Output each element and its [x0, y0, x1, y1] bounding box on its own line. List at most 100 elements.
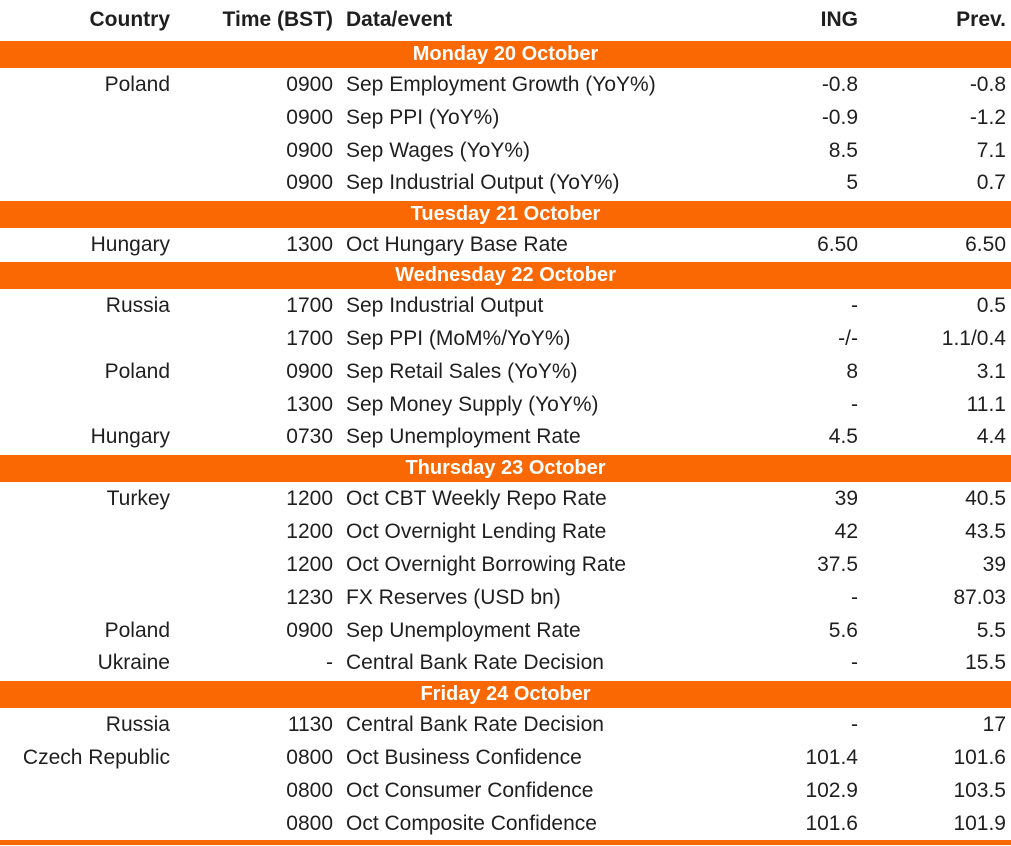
cell-prev: 3.1 — [976, 359, 1006, 383]
day-band-label: Tuesday 21 October — [0, 199, 1011, 229]
day-band-row: Tuesday 21 October — [0, 199, 1011, 229]
cell-country: Poland — [104, 618, 170, 642]
cell-time: 1300 — [286, 232, 333, 256]
cell-event: Sep Money Supply (YoY%) — [346, 392, 599, 416]
cell-country — [0, 581, 178, 614]
cell-country: Turkey — [106, 486, 170, 510]
cell-country: Poland — [104, 72, 170, 96]
table-row: 1300 Sep Money Supply (YoY%) - 11.1 — [0, 388, 1011, 421]
table-row: 1200 Oct Overnight Lending Rate 42 43.5 — [0, 515, 1011, 548]
cell-prev: 0.7 — [976, 171, 1006, 195]
cell-prev: 103.5 — [953, 778, 1006, 802]
table-row: Poland 0900 Sep Employment Growth (YoY%) -0… — [0, 68, 1011, 101]
cell-ing: 39 — [834, 486, 858, 510]
day-band-row: Friday 24 October — [0, 679, 1011, 709]
cell-ing: -0.8 — [821, 72, 858, 96]
cell-ing: 5 — [846, 171, 858, 195]
cell-country — [0, 807, 178, 840]
table-row: Poland 0900 Sep Unemployment Rate 5.6 5.5 — [0, 614, 1011, 647]
table-row: 0800 Oct Consumer Confidence 102.9 103.5 — [0, 774, 1011, 807]
cell-event: FX Reserves (USD bn) — [346, 585, 561, 609]
table-row: Ukraine - Central Bank Rate Decision -15.5 — [0, 647, 1011, 680]
cell-prev: 6.50 — [965, 232, 1006, 256]
cell-time: 1130 — [287, 712, 333, 736]
cell-prev: 0.5 — [976, 293, 1006, 317]
col-header-prev: Prev. — [956, 7, 1006, 31]
col-header-ing: ING — [820, 7, 858, 31]
cell-ing: -/- — [838, 326, 858, 350]
cell-time: 0900 — [286, 105, 333, 129]
cell-time: 0800 — [286, 811, 333, 835]
cell-time: 1230 — [286, 585, 333, 609]
day-band-label: Monday 20 October — [0, 39, 1011, 69]
cell-time: 1200 — [286, 552, 333, 576]
cell-event: Sep Retail Sales (YoY%) — [346, 359, 578, 383]
bottom-accent-bar — [0, 840, 1011, 845]
cell-time: 1700 — [286, 326, 333, 350]
col-header-country: Country — [89, 7, 171, 31]
cell-ing: 6.50 — [817, 232, 858, 256]
cell-ing: 37.5 — [817, 552, 858, 576]
cell-ing: 101.6 — [805, 811, 858, 835]
cell-prev: 17 — [982, 712, 1006, 736]
table-row: Poland 0900 Sep Retail Sales (YoY%) 8 3.1 — [0, 355, 1011, 388]
table-row: 0900 Sep Wages (YoY%) 8.5 7.1 — [0, 134, 1011, 167]
day-band-row: Thursday 23 October — [0, 453, 1011, 483]
cell-country: Hungary — [90, 232, 170, 256]
cell-ing: - — [851, 585, 858, 609]
cell-prev: 101.6 — [953, 745, 1006, 769]
cell-prev: 5.5 — [976, 618, 1006, 642]
cell-ing: 8 — [846, 359, 858, 383]
table-row: 1200 Oct Overnight Borrowing Rate 37.5 39 — [0, 548, 1011, 581]
cell-event: Sep PPI (MoM%/YoY%) — [346, 326, 571, 350]
cell-ing: 102.9 — [805, 778, 858, 802]
cell-event: Sep Industrial Output (YoY%) — [346, 171, 620, 195]
cell-time: 0900 — [286, 138, 333, 162]
cell-time: 0800 — [286, 778, 333, 802]
cell-prev: 4.4 — [976, 425, 1006, 449]
cell-country — [0, 322, 178, 355]
cell-time: 1700 — [286, 293, 333, 317]
cell-country: Poland — [104, 359, 170, 383]
cell-event: Oct Overnight Lending Rate — [346, 519, 607, 543]
table-row: Turkey 1200 Oct CBT Weekly Repo Rate 39 40.5 — [0, 482, 1011, 515]
day-band-label: Friday 24 October — [0, 679, 1011, 709]
cell-prev: -0.8 — [969, 72, 1006, 96]
cell-prev: 1.1/0.4 — [941, 326, 1006, 350]
table-row: Czech Republic 0800 Oct Business Confidenc… — [0, 741, 1011, 774]
cell-country: Russia — [105, 712, 170, 736]
table-row: 0900 Sep Industrial Output (YoY%) 5 0.7 — [0, 167, 1011, 200]
cell-prev: 87.03 — [953, 585, 1006, 609]
table-row: Russia 1700 Sep Industrial Output - 0.5 — [0, 289, 1011, 322]
day-band-row: Wednesday 22 October — [0, 260, 1011, 290]
cell-country: Hungary — [90, 425, 170, 449]
table-row: 1700 Sep PPI (MoM%/YoY%) -/- 1.1/0.4 — [0, 322, 1011, 355]
cell-prev: 39 — [982, 552, 1006, 576]
cell-country — [0, 388, 178, 421]
cell-time: 0900 — [286, 359, 333, 383]
table-row: 0900 Sep PPI (YoY%) -0.9 -1.2 — [0, 101, 1011, 134]
cell-event: Sep Unemployment Rate — [346, 618, 581, 642]
cell-time: 0900 — [286, 618, 333, 642]
table-row: Hungary 0730 Sep Unemployment Rate 4.5 4.4 — [0, 421, 1011, 454]
table-row: 0800 Oct Composite Confidence 101.6 101.9 — [0, 807, 1011, 840]
cell-event: Oct Composite Confidence — [346, 811, 597, 835]
cell-event: Sep Industrial Output — [346, 293, 544, 317]
cell-event: Oct Overnight Borrowing Rate — [346, 552, 627, 576]
cell-prev: 101.9 — [953, 811, 1006, 835]
cell-event: Oct Hungary Base Rate — [346, 232, 568, 256]
cell-event: Sep PPI (YoY%) — [346, 105, 500, 129]
cell-event: Oct Consumer Confidence — [346, 778, 594, 802]
day-band-row: Monday 20 October — [0, 39, 1011, 69]
cell-event: Sep Employment Growth (YoY%) — [346, 72, 656, 96]
cell-ing: - — [851, 651, 858, 675]
cell-time: 0730 — [286, 425, 333, 449]
cell-event: Central Bank Rate Decision — [346, 712, 604, 736]
cell-prev: 40.5 — [965, 486, 1006, 510]
cell-prev: 7.1 — [976, 138, 1006, 162]
cell-time: 0900 — [286, 171, 333, 195]
cell-prev: 15.5 — [965, 651, 1006, 675]
cell-country: Ukraine — [97, 651, 170, 675]
cell-time: 1200 — [286, 519, 333, 543]
cell-country — [0, 167, 178, 200]
